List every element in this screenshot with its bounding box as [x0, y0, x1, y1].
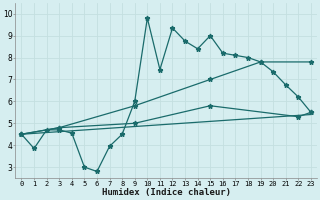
- X-axis label: Humidex (Indice chaleur): Humidex (Indice chaleur): [102, 188, 231, 197]
